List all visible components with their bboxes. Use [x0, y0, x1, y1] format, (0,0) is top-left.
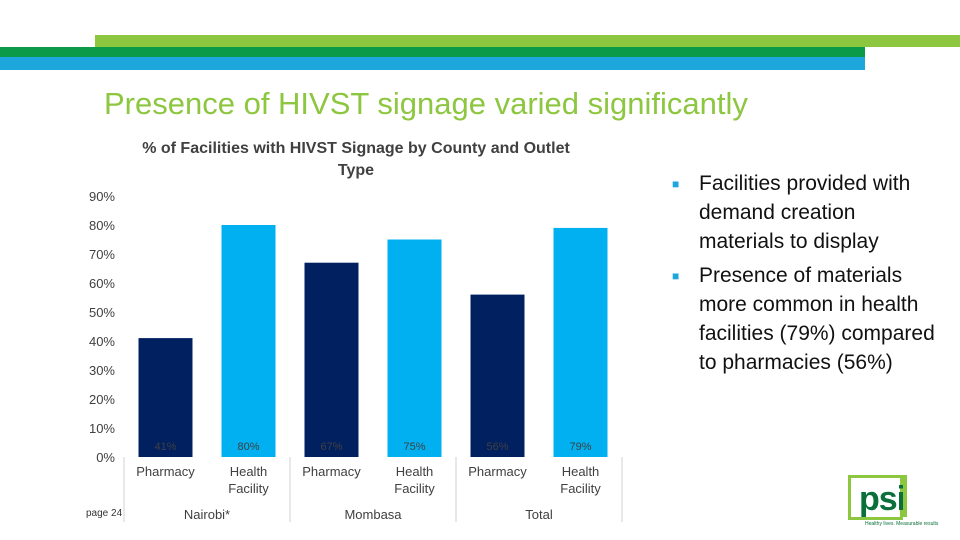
logo-accent-bar — [903, 475, 907, 517]
header-band-blue — [0, 57, 865, 70]
slide-title: Presence of HIVST signage varied signifi… — [104, 86, 748, 121]
x-tick-label: Pharmacy — [468, 464, 527, 479]
x-tick-label: Facility — [228, 481, 269, 496]
bar — [221, 225, 276, 457]
y-tick-label: 60% — [89, 276, 115, 291]
bullet-list: ■ Facilities provided with demand creatio… — [672, 170, 942, 384]
square-bullet-icon: ■ — [672, 177, 680, 191]
y-tick-label: 40% — [89, 334, 115, 349]
y-tick-label: 0% — [96, 450, 115, 465]
logo-tagline: Healthy lives. Measurable results — [865, 521, 939, 527]
data-label: 75% — [403, 441, 425, 453]
header-band-green — [0, 47, 865, 57]
bullet-item: ■ Presence of materials more common in he… — [672, 262, 942, 377]
bar — [304, 262, 359, 457]
x-tick-label: Pharmacy — [136, 464, 195, 479]
chart-title: % of Facilities with HIVST Signage by Co… — [142, 140, 570, 179]
page-number: page 24 — [86, 508, 123, 519]
x-tick-label: Health — [396, 464, 434, 479]
group-label: Nairobi* — [184, 507, 230, 522]
y-tick-label: 80% — [89, 218, 115, 233]
y-tick-label: 30% — [89, 363, 115, 378]
group-label: Mombasa — [344, 507, 402, 522]
x-tick-label: Facility — [560, 481, 601, 496]
square-bullet-icon: ■ — [672, 269, 680, 284]
x-tick-label: Facility — [394, 481, 435, 496]
data-label: 67% — [320, 441, 342, 453]
y-tick-label: 10% — [89, 421, 115, 436]
y-tick-label: 90% — [89, 189, 115, 204]
y-tick-label: 20% — [89, 392, 115, 407]
data-label: 41% — [154, 441, 176, 453]
data-label: 80% — [237, 441, 259, 453]
group-label: Total — [525, 507, 553, 522]
bar — [553, 227, 608, 457]
bar — [470, 294, 525, 457]
psi-logo: psi Healthy lives. Measurable results — [843, 471, 941, 529]
data-label: 56% — [486, 441, 508, 453]
bullet-text: Presence of materials more common in hea… — [699, 264, 935, 374]
bar — [138, 338, 193, 457]
data-label: 79% — [569, 441, 591, 453]
logo-wordmark: psi — [859, 480, 906, 518]
header-band-light-green — [95, 35, 960, 47]
bar — [387, 239, 442, 457]
x-tick-label: Health — [562, 464, 600, 479]
bullet-item: ■ Facilities provided with demand creatio… — [672, 170, 942, 256]
x-tick-label: Pharmacy — [302, 464, 361, 479]
logo-frame: psi — [848, 475, 906, 520]
bullet-text: Facilities provided with demand creation… — [699, 172, 911, 253]
y-tick-label: 50% — [89, 305, 115, 320]
y-tick-label: 70% — [89, 247, 115, 262]
x-tick-label: Health — [230, 464, 268, 479]
